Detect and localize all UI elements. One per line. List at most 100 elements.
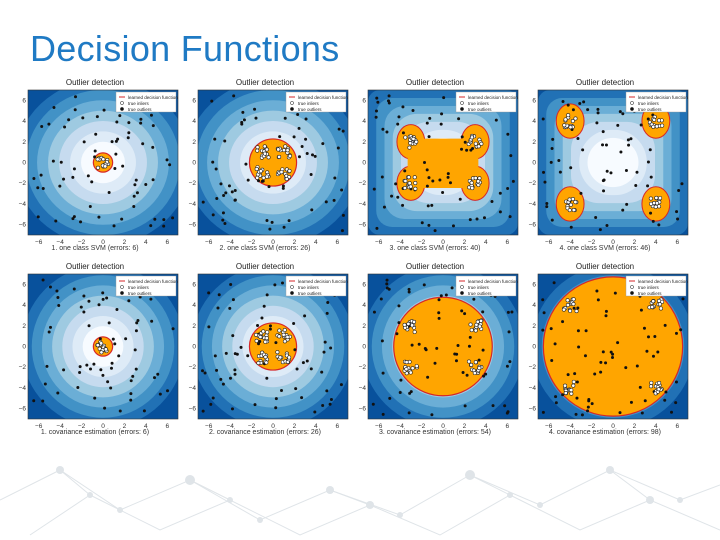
outlier-point bbox=[268, 324, 272, 328]
legend-swatch-outlier bbox=[290, 291, 294, 295]
x-tick-label: −4 bbox=[56, 423, 64, 430]
outlier-point bbox=[681, 297, 685, 301]
outlier-point bbox=[81, 116, 85, 120]
x-tick-label: 0 bbox=[101, 239, 105, 246]
outlier-point bbox=[511, 179, 515, 183]
outlier-point bbox=[482, 216, 486, 220]
outlier-point bbox=[165, 158, 169, 162]
outlier-point bbox=[595, 289, 599, 293]
outlier-point bbox=[638, 385, 642, 389]
outlier-point bbox=[121, 164, 125, 168]
outlier-point bbox=[93, 396, 97, 400]
outlier-point bbox=[375, 226, 379, 230]
outlier-point bbox=[132, 194, 136, 198]
outlier-point bbox=[626, 138, 630, 142]
outlier-point bbox=[397, 115, 401, 119]
outlier-point bbox=[561, 393, 565, 397]
outlier-point bbox=[439, 294, 443, 298]
inlier-region bbox=[555, 103, 585, 139]
legend-label: true outliers bbox=[298, 291, 322, 296]
outlier-point bbox=[646, 117, 650, 121]
inlier-point bbox=[477, 324, 482, 329]
y-tick-label: 6 bbox=[22, 97, 26, 104]
outlier-point bbox=[82, 294, 86, 298]
outlier-point bbox=[337, 127, 341, 131]
outlier-point bbox=[92, 362, 96, 366]
y-tick-label: 4 bbox=[532, 302, 536, 309]
outlier-point bbox=[407, 290, 411, 294]
outlier-point bbox=[133, 183, 137, 187]
outlier-point bbox=[325, 389, 329, 393]
y-tick-label: −4 bbox=[529, 201, 537, 208]
outlier-point bbox=[481, 310, 485, 314]
x-tick-label: 2 bbox=[463, 423, 467, 430]
decorative-network-background bbox=[0, 466, 720, 536]
outlier-point bbox=[309, 173, 313, 177]
x-tick-label: 4 bbox=[144, 239, 148, 246]
outlier-point bbox=[490, 200, 494, 204]
y-tick-label: 0 bbox=[532, 160, 536, 167]
legend-swatch-inlier bbox=[630, 285, 634, 289]
inlier-point bbox=[561, 307, 566, 312]
outlier-point bbox=[457, 117, 461, 121]
outlier-point bbox=[216, 306, 220, 310]
legend-label: true inliers bbox=[468, 285, 490, 290]
outlier-point bbox=[435, 346, 439, 350]
plot-caption: 3. one class SVM (errors: 40) bbox=[389, 245, 481, 252]
legend-label: true outliers bbox=[128, 107, 152, 112]
inlier-point bbox=[653, 204, 658, 209]
outlier-point bbox=[156, 372, 160, 376]
outlier-point bbox=[566, 103, 570, 107]
x-tick-label: 6 bbox=[335, 423, 339, 430]
y-tick-label: −6 bbox=[359, 222, 367, 229]
outlier-point bbox=[201, 369, 205, 373]
legend-label: true outliers bbox=[468, 291, 492, 296]
outlier-point bbox=[411, 109, 415, 113]
outlier-point bbox=[481, 348, 485, 352]
x-tick-label: 6 bbox=[165, 423, 169, 430]
inlier-point bbox=[468, 322, 473, 327]
outlier-point bbox=[439, 122, 443, 126]
y-tick-label: −6 bbox=[19, 222, 27, 229]
outlier-point bbox=[401, 131, 405, 135]
outlier-point bbox=[149, 297, 153, 301]
x-tick-label: 0 bbox=[611, 423, 615, 430]
outlier-point bbox=[328, 402, 332, 406]
outlier-point bbox=[477, 358, 481, 362]
outlier-point bbox=[260, 316, 264, 320]
y-tick-label: −2 bbox=[189, 180, 197, 187]
inlier-point bbox=[402, 186, 407, 191]
plot-title: Outlier detection bbox=[575, 262, 635, 271]
outlier-point bbox=[642, 326, 646, 330]
inlier-point bbox=[263, 339, 268, 344]
outlier-point bbox=[386, 99, 390, 103]
x-tick-label: 0 bbox=[271, 239, 275, 246]
x-tick-label: −4 bbox=[396, 423, 404, 430]
outlier-point bbox=[329, 398, 333, 402]
outlier-point bbox=[542, 170, 546, 174]
plot-caption: 3. covariance estimation (errors: 54) bbox=[378, 429, 492, 436]
inlier-point bbox=[402, 322, 407, 327]
inlier-point bbox=[276, 147, 281, 152]
outlier-point bbox=[283, 116, 287, 120]
outlier-point bbox=[624, 366, 628, 370]
outlier-point bbox=[111, 337, 115, 341]
y-tick-label: −2 bbox=[529, 180, 537, 187]
outlier-point bbox=[101, 291, 105, 295]
inlier-point bbox=[648, 196, 653, 201]
outlier-point bbox=[574, 412, 578, 416]
outlier-point bbox=[265, 376, 269, 380]
inlier-point bbox=[566, 113, 571, 118]
inlier-point bbox=[562, 123, 567, 128]
y-tick-label: −4 bbox=[19, 201, 27, 208]
outlier-point bbox=[274, 406, 278, 410]
y-tick-label: −6 bbox=[189, 406, 197, 413]
outlier-point bbox=[223, 221, 227, 225]
y-tick-label: 4 bbox=[192, 118, 196, 125]
inlier-point bbox=[651, 124, 656, 129]
outlier-point bbox=[115, 308, 119, 312]
outlier-point bbox=[657, 223, 661, 227]
inlier-point bbox=[412, 319, 417, 324]
outlier-point bbox=[139, 117, 143, 121]
